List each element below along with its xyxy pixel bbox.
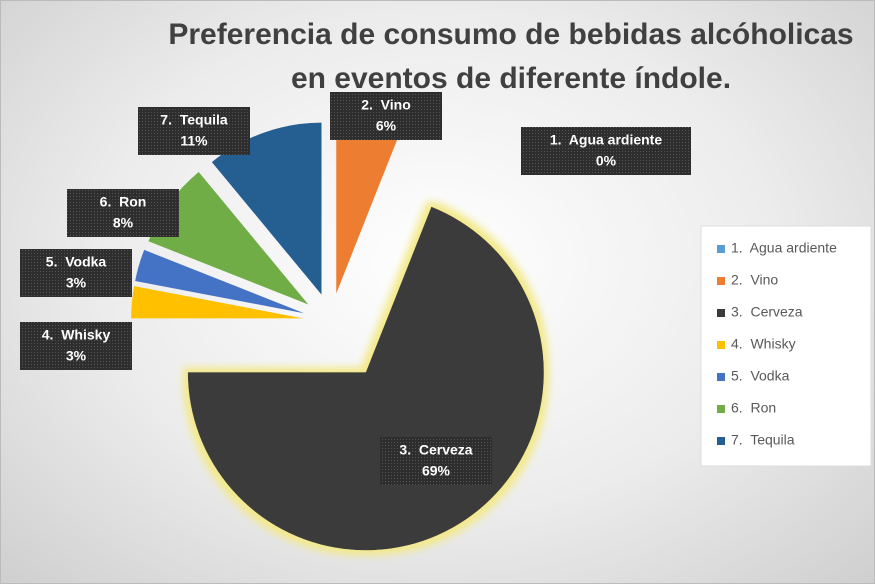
legend-swatch bbox=[717, 277, 725, 285]
data-label-category: 1. Agua ardiente bbox=[550, 132, 663, 148]
data-label-category: 5. Vodka bbox=[46, 254, 107, 270]
legend-box bbox=[700, 225, 872, 467]
pie-slice bbox=[148, 172, 309, 305]
data-label-category: 3. Cerveza bbox=[399, 442, 472, 458]
data-label-value: 6% bbox=[376, 118, 397, 134]
data-label-value: 0% bbox=[596, 153, 617, 169]
legend-swatch bbox=[717, 373, 725, 381]
legend-swatch bbox=[717, 341, 725, 349]
data-label-category: 4. Whisky bbox=[42, 327, 111, 343]
data-label-category: 6. Ron bbox=[100, 194, 147, 210]
legend-swatch bbox=[717, 245, 725, 253]
pie-slice bbox=[135, 249, 305, 314]
data-label-box bbox=[138, 107, 250, 155]
data-label-box bbox=[380, 437, 492, 485]
data-label-box bbox=[521, 127, 691, 175]
data-label-value: 11% bbox=[180, 133, 208, 149]
pie-slice bbox=[131, 286, 304, 319]
data-label-category: 2. Vino bbox=[361, 97, 411, 113]
data-label-value: 3% bbox=[66, 348, 87, 364]
data-label-value: 69% bbox=[422, 463, 451, 479]
data-label-value: 3% bbox=[66, 275, 87, 291]
legend-label: 4. Whisky bbox=[731, 336, 796, 352]
pie-slice bbox=[336, 121, 400, 294]
legend-label: 3. Cerveza bbox=[731, 304, 803, 320]
legend-label: 7. Tequila bbox=[731, 432, 795, 448]
legend-label: 5. Vodka bbox=[731, 368, 790, 384]
data-label-box bbox=[330, 92, 442, 140]
legend-swatch bbox=[717, 405, 725, 413]
legend-label: 1. Agua ardiente bbox=[731, 240, 837, 256]
data-label-box bbox=[67, 189, 179, 237]
data-label-value: 8% bbox=[113, 215, 134, 231]
legend-label: 6. Ron bbox=[731, 400, 776, 416]
legend-swatch bbox=[717, 309, 725, 317]
pie-slice bbox=[211, 122, 322, 295]
data-label-box bbox=[20, 322, 132, 370]
legend-label: 2. Vino bbox=[731, 272, 778, 288]
legend-swatch bbox=[717, 437, 725, 445]
chart-title: Preferencia de consumo de bebidas alcóho… bbox=[168, 18, 854, 95]
data-label-box bbox=[20, 249, 132, 297]
data-label-category: 7. Tequila bbox=[160, 112, 228, 128]
